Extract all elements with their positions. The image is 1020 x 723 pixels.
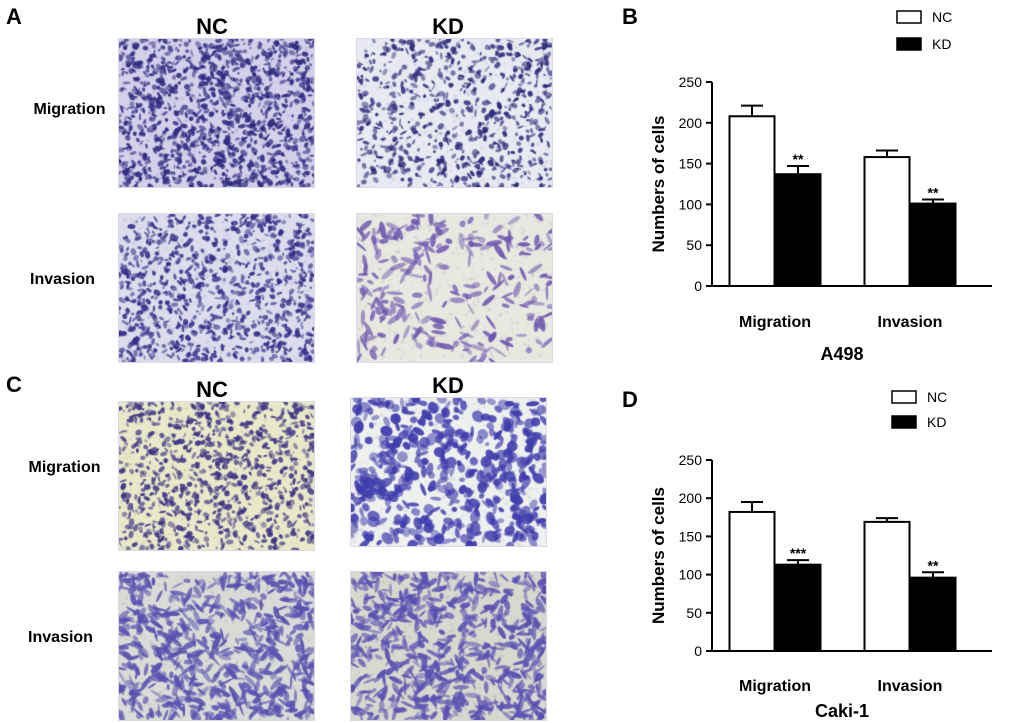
y-tick-label: 250 [679,74,703,90]
legend-label-nc: NC [927,389,947,405]
panel-label-a: A [6,4,22,29]
row-label-migration-c: Migration [28,459,101,476]
y-tick-label: 200 [679,115,703,131]
x-tick-label: Invasion [878,678,943,695]
y-axis-label: Numbers of cells [649,487,668,624]
x-tick-label: Migration [739,678,811,695]
column-header-kd-c: KD [432,373,464,398]
y-tick-label: 0 [694,278,702,294]
y-axis-label: Numbers of cells [649,116,668,253]
significance-label: ** [928,185,939,201]
legend-label-kd: KD [927,414,946,430]
legend-swatch-nc [896,10,922,24]
bar-kd-migration [774,563,822,652]
significance-label: ** [793,151,804,167]
micrograph-caki1-kd-invasion [350,571,547,721]
bar-nc-migration [728,115,776,287]
micrograph-a498-kd-migration [356,38,553,188]
panel-label-b: B [622,4,638,29]
x-axis-title: Caki-1 [815,701,869,721]
y-tick-label: 100 [679,567,703,583]
micrograph-a498-nc-invasion [118,213,315,363]
panel-label-d: D [622,387,638,412]
micrograph-caki1-nc-migration [118,401,315,551]
bar-nc-invasion [863,520,911,652]
significance-label: ** [928,557,939,573]
legend-swatch-kd [896,37,922,51]
bar-kd-migration [774,173,822,287]
y-tick-label: 150 [679,528,703,544]
micrograph-caki1-kd-migration [350,397,547,547]
y-tick-label: 50 [686,237,702,253]
bar-kd-invasion [909,576,957,653]
bar-nc-migration [728,510,776,652]
micrograph-a498-nc-migration [118,38,315,188]
legend-swatch-kd [891,415,917,429]
legend-swatch-nc [891,390,917,404]
significance-label: *** [790,545,807,561]
row-label-migration-a: Migration [33,101,106,118]
legend-label-kd: KD [932,36,951,52]
micrograph-caki1-nc-invasion [118,571,315,721]
bar-kd-invasion [909,202,957,287]
x-tick-label: Migration [739,314,811,331]
x-axis-title: A498 [820,344,863,364]
bar-chart-a498: 0 50 100 150 200 250 Numbers of cells ** Migrati… [649,9,992,364]
column-header-nc-c: NC [196,377,228,402]
panel-label-c: C [6,372,22,397]
y-tick-label: 200 [679,490,703,506]
y-tick-label: 250 [679,452,703,468]
x-tick-label: Invasion [878,314,943,331]
row-label-invasion-c: Invasion [28,629,93,646]
row-label-invasion-a: Invasion [30,271,95,288]
bar-chart-caki1: 0 50 100 150 200 250 Numbers of cells *** Migrat… [649,389,992,721]
legend-label-nc: NC [932,9,952,25]
y-tick-label: 50 [686,605,702,621]
y-tick-label: 150 [679,156,703,172]
y-tick-label: 100 [679,196,703,212]
column-header-nc-a: NC [196,14,228,39]
bar-nc-invasion [863,156,911,287]
column-header-kd-a: KD [432,14,464,39]
y-tick-label: 0 [694,643,702,659]
micrograph-a498-kd-invasion [356,213,553,363]
